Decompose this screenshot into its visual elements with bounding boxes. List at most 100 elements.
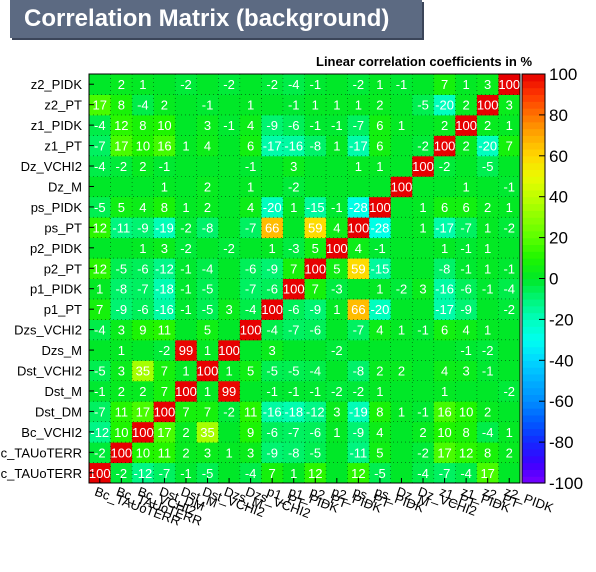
heatmap-cell xyxy=(498,319,521,341)
cell-value-label: -6 xyxy=(137,261,149,276)
colorbar-segment xyxy=(522,448,545,457)
heatmap-cell xyxy=(196,380,219,402)
heatmap-cell xyxy=(390,298,413,320)
cell-value-label: -20 xyxy=(371,302,390,317)
cell-value-label: -5 xyxy=(202,466,214,481)
heatmap-cell xyxy=(282,176,305,198)
cell-value-label: 17 xyxy=(480,466,494,481)
cell-value-label: 4 xyxy=(463,323,470,338)
heatmap-cell xyxy=(153,442,176,464)
heatmap-cell xyxy=(153,278,176,300)
cell-value-label: -7 xyxy=(137,282,149,297)
colorbar-segment xyxy=(522,394,545,402)
colorbar-segment xyxy=(522,380,545,389)
heatmap-cell xyxy=(433,237,456,259)
heatmap-cell xyxy=(412,401,435,423)
cell-value-label: -7 xyxy=(288,425,300,440)
colorbar-segment xyxy=(522,135,545,143)
heatmap-cell xyxy=(433,176,456,198)
heatmap-cell xyxy=(196,258,219,279)
cell-value-label: 2 xyxy=(376,98,383,113)
cell-value-label: 4 xyxy=(247,200,254,215)
heatmap-cell xyxy=(175,278,198,300)
heatmap-cell xyxy=(433,74,456,95)
heatmap-cell xyxy=(304,94,327,116)
cell-value-label: 2 xyxy=(182,425,189,440)
cell-value-label: -4 xyxy=(417,466,429,481)
heatmap-cell xyxy=(153,74,176,95)
heatmap-cell xyxy=(89,114,112,136)
heatmap-cell xyxy=(369,462,392,484)
heatmap-cell xyxy=(390,380,413,402)
heatmap-cell xyxy=(476,360,499,382)
cell-value-label: 1 xyxy=(484,220,491,235)
heatmap-cell xyxy=(412,135,435,157)
colorbar-segment xyxy=(522,217,545,225)
colorbar-segment xyxy=(522,455,545,464)
heatmap-cell xyxy=(239,237,262,259)
cell-value-label: -2 xyxy=(503,384,515,399)
y-tick-label: p2_PT xyxy=(44,261,82,276)
heatmap-cell xyxy=(261,298,284,320)
cell-value-label: 2 xyxy=(484,118,491,133)
colorbar-segment xyxy=(522,387,545,395)
cell-value-label: 1 xyxy=(161,179,168,194)
heatmap-cell xyxy=(261,442,284,464)
cell-value-label: -9 xyxy=(460,302,472,317)
heatmap-cell xyxy=(498,135,521,157)
cell-value-label: -7 xyxy=(94,404,106,419)
heatmap-cell xyxy=(390,401,413,423)
heatmap-cell xyxy=(153,258,176,279)
heatmap-cell xyxy=(218,278,241,300)
cell-value-label: -5 xyxy=(94,200,106,215)
heatmap-cell xyxy=(347,237,370,259)
cell-value-label: -6 xyxy=(245,261,257,276)
cell-value-label: 3 xyxy=(419,282,426,297)
y-tick-label: Bc_TAUoTERR xyxy=(0,445,82,460)
y-tick-label: ps_PIDK xyxy=(31,200,83,215)
cell-value-label: 1 xyxy=(333,98,340,113)
heatmap-cell xyxy=(110,380,133,402)
cell-value-label: 2 xyxy=(118,384,125,399)
heatmap-cell xyxy=(89,278,112,300)
heatmap-cell xyxy=(326,298,349,320)
cell-value-label: -2 xyxy=(94,445,106,460)
cell-value-label: 4 xyxy=(441,364,448,379)
heatmap-cell xyxy=(433,421,456,443)
heatmap-cell xyxy=(304,135,327,157)
heatmap-cell xyxy=(347,442,370,464)
cell-value-label: 16 xyxy=(157,139,171,154)
heatmap-cell xyxy=(455,442,478,464)
colorbar-tick-label: -100 xyxy=(549,474,583,493)
heatmap-cell xyxy=(369,360,392,382)
cell-value-label: 3 xyxy=(290,159,297,174)
y-tick-label: Dz_VCHI2 xyxy=(21,159,82,174)
cell-value-label: -11 xyxy=(112,220,130,235)
heatmap-cell xyxy=(196,217,219,239)
heatmap-cell xyxy=(218,155,241,177)
heatmap-cell xyxy=(347,421,370,443)
cell-value-label: -20 xyxy=(263,200,282,215)
cell-value-label: 1 xyxy=(247,179,254,194)
cell-value-label: -1 xyxy=(309,384,321,399)
heatmap-cell xyxy=(455,155,478,177)
cell-value-label: -28 xyxy=(371,220,390,235)
cell-value-label: -17 xyxy=(435,302,454,317)
heatmap-cell xyxy=(433,319,456,341)
heatmap-cell xyxy=(433,196,456,218)
cell-value-label: -1 xyxy=(245,159,257,174)
heatmap-cell xyxy=(347,135,370,157)
cell-value-label: -1 xyxy=(180,261,192,276)
colorbar-tick-label: 0 xyxy=(549,270,558,289)
heatmap-cell xyxy=(326,135,349,157)
heatmap-cell xyxy=(218,442,241,464)
heatmap-cell xyxy=(304,421,327,443)
cell-value-label: 100 xyxy=(434,139,456,154)
cell-value-label: 100 xyxy=(455,118,477,133)
cell-value-label: 12 xyxy=(459,445,473,460)
cell-value-label: -1 xyxy=(180,282,192,297)
cell-value-label: -9 xyxy=(116,302,128,317)
y-tick-label: z1_PT xyxy=(44,139,82,154)
cell-value-label: 5 xyxy=(376,445,383,460)
heatmap-cell xyxy=(498,421,521,443)
